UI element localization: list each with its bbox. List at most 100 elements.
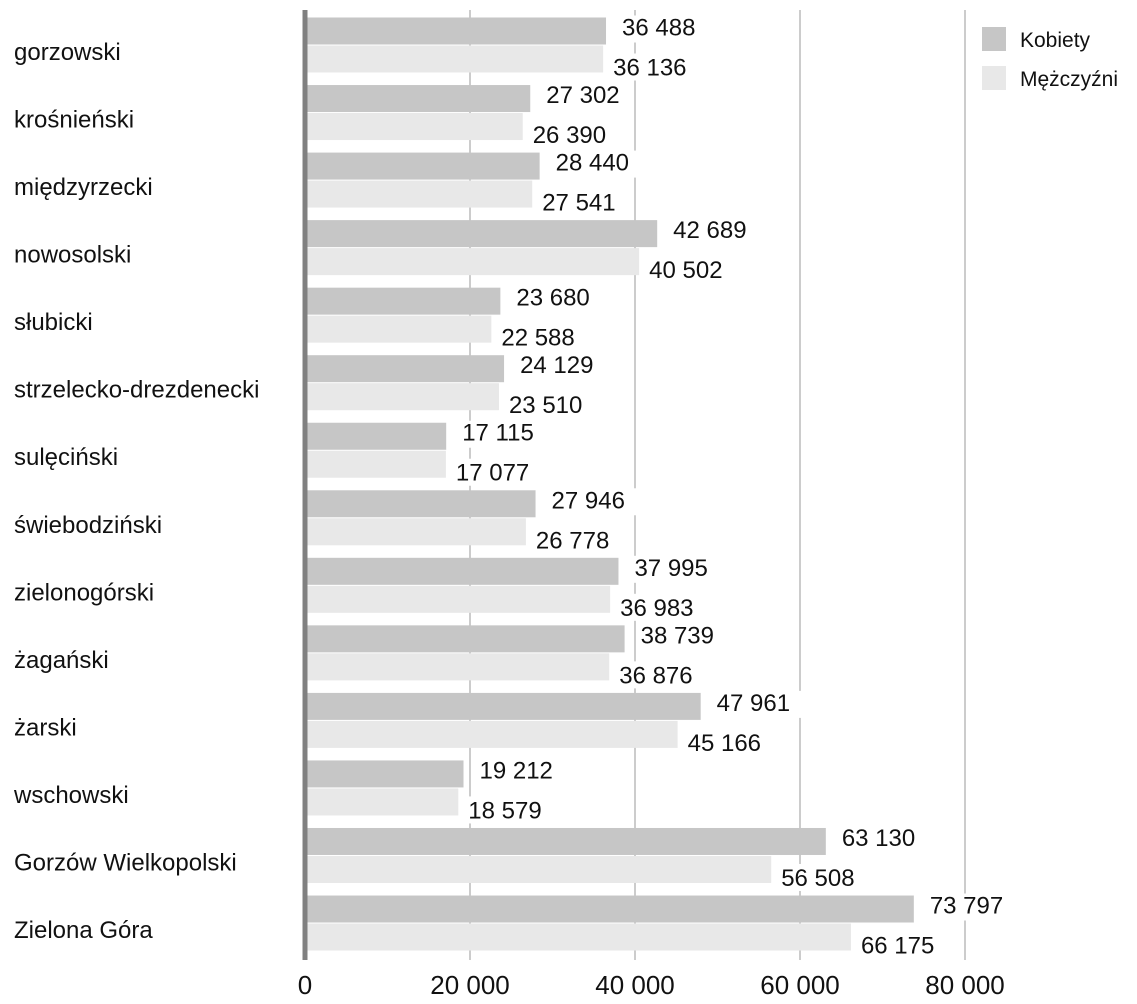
bar-mezczyzni (305, 315, 492, 343)
x-tick-label: 80 000 (925, 970, 1005, 999)
label-background (645, 256, 738, 284)
bar-mezczyzni (305, 450, 446, 478)
bar-kobiety (305, 17, 607, 45)
label-background (683, 728, 776, 756)
category-label: wschowski (13, 782, 129, 809)
label-background (458, 420, 551, 448)
value-label-mezczyzni: 45 166 (688, 730, 761, 757)
label-background (609, 53, 702, 81)
value-label-mezczyzni: 36 983 (620, 595, 693, 622)
category-label: strzelecko-drezdenecki (14, 377, 259, 404)
bar-mezczyzni (305, 248, 640, 276)
category-label: świebodziński (14, 512, 162, 539)
bar-kobiety (305, 895, 914, 923)
value-label-mezczyzni: 26 390 (533, 122, 606, 149)
value-label-kobiety: 24 129 (520, 352, 593, 379)
bar-mezczyzni (305, 180, 533, 208)
bar-mezczyzni (305, 653, 610, 681)
value-label-mezczyzni: 40 502 (649, 257, 722, 284)
label-background (630, 555, 723, 583)
category-label: gorzowski (14, 39, 121, 66)
bar-kobiety (305, 557, 619, 585)
label-background (475, 758, 568, 786)
label-background (451, 458, 544, 486)
label-background (615, 661, 708, 689)
bar-kobiety (305, 827, 826, 855)
bar-mezczyzni (305, 383, 499, 411)
bar-kobiety (305, 692, 701, 720)
label-background (616, 593, 709, 621)
category-label: Gorzów Wielkopolski (14, 849, 237, 876)
value-label-mezczyzni: 26 778 (536, 527, 609, 554)
legend-label: Kobiety (1020, 29, 1091, 52)
bar-mezczyzni (305, 923, 851, 951)
value-label-kobiety: 42 689 (673, 217, 746, 244)
bar-mezczyzni (305, 518, 526, 546)
x-tick-label: 20 000 (430, 970, 510, 999)
label-background (464, 796, 557, 824)
value-label-mezczyzni: 18 579 (468, 797, 541, 824)
label-background (856, 931, 949, 959)
bar-kobiety (305, 760, 464, 788)
bar-mezczyzni (305, 585, 611, 613)
value-label-kobiety: 73 797 (930, 893, 1003, 920)
bar-kobiety (305, 422, 447, 450)
category-label: słubicki (14, 309, 93, 336)
value-label-kobiety: 38 739 (641, 622, 714, 649)
category-label: międzyrzecki (14, 174, 153, 201)
value-label-mezczyzni: 22 588 (501, 325, 574, 352)
x-tick-label: 60 000 (760, 970, 840, 999)
bar-mezczyzni (305, 720, 678, 748)
bar-kobiety (305, 287, 501, 315)
value-label-kobiety: 17 115 (462, 420, 534, 447)
bar-mezczyzni (305, 45, 604, 73)
x-tick-label: 0 (298, 970, 312, 999)
bar-kobiety (305, 625, 625, 653)
label-background (504, 391, 597, 419)
label-background (516, 353, 609, 381)
category-label: zielonogórski (14, 579, 154, 606)
value-label-kobiety: 28 440 (556, 150, 629, 177)
value-label-kobiety: 47 961 (717, 690, 790, 717)
label-background (512, 285, 605, 313)
value-label-mezczyzni: 66 175 (861, 933, 934, 960)
value-label-mezczyzni: 27 541 (542, 190, 615, 217)
legend-label: Mężczyźni (1020, 68, 1118, 91)
value-label-kobiety: 36 488 (622, 15, 695, 42)
label-background (542, 83, 635, 111)
value-label-mezczyzni: 36 876 (619, 662, 692, 689)
bar-mezczyzni (305, 855, 772, 883)
label-background (777, 863, 870, 891)
category-label: żarski (14, 714, 77, 741)
label-background (497, 323, 590, 351)
bar-kobiety (305, 85, 531, 113)
label-background (538, 188, 631, 216)
value-label-mezczyzni: 56 508 (781, 865, 854, 892)
value-label-kobiety: 37 995 (634, 555, 707, 582)
bar-kobiety (305, 355, 505, 383)
label-background (531, 526, 624, 554)
category-label: Zielona Góra (14, 917, 153, 944)
label-background (669, 218, 762, 246)
legend-swatch (982, 66, 1006, 90)
x-tick-label: 40 000 (595, 970, 675, 999)
value-label-mezczyzni: 23 510 (509, 392, 582, 419)
bar-mezczyzni (305, 113, 523, 141)
bar-kobiety (305, 220, 658, 248)
value-label-kobiety: 63 130 (842, 825, 915, 852)
bar-kobiety (305, 490, 536, 518)
label-background (547, 488, 640, 516)
value-label-kobiety: 27 302 (546, 82, 619, 109)
category-label: nowosolski (14, 242, 131, 269)
label-background (925, 893, 1018, 921)
category-label: krośnieński (14, 107, 134, 134)
label-background (618, 15, 711, 43)
category-label: sulęciński (14, 444, 118, 471)
legend-swatch (982, 27, 1006, 51)
category-label: żagański (14, 647, 109, 674)
label-background (636, 623, 729, 651)
label-background (551, 150, 644, 178)
label-background (528, 121, 621, 149)
